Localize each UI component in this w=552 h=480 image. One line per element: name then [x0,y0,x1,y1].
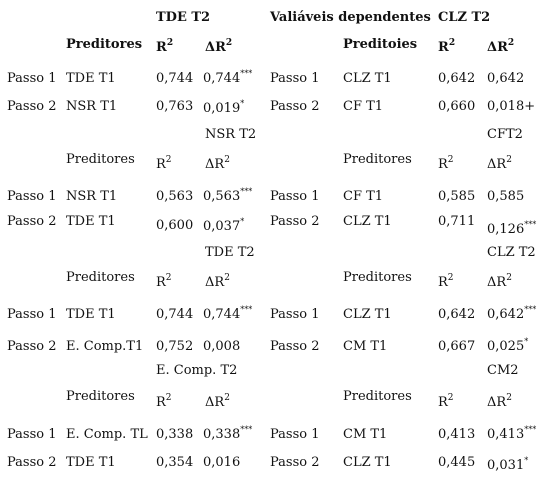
predictors-label-left: Preditores [66,389,135,404]
dependent-label-right: CLZ T2 [487,245,536,260]
dependent-label-right: CFT2 [487,127,523,142]
header-title-mid: Valiáveis dependentes [270,10,431,25]
delta-r2-left: 0,563*** [203,186,253,204]
delta-r2-left: 0,016 [203,455,241,470]
predictor-right: CM T1 [343,427,388,442]
r2-label-left: R2 [156,392,172,410]
delta-r2-right: 0,642 [487,71,525,86]
step-left: Passo 2 [7,99,57,114]
r2-right: 0,445 [438,455,476,470]
r2-left: 0,354 [156,455,194,470]
predictor-left: TDE T1 [66,71,116,86]
r2-right: 0,642 [438,307,476,322]
r2-left: 0,744 [156,71,194,86]
dependent-label-right: CM2 [487,363,519,378]
predictors-label-left: Preditores [66,270,135,285]
header-predictors-right: Preditoies [343,37,418,52]
dependent-label-left: NSR T2 [205,127,257,142]
r2-label-left: R2 [156,154,172,172]
predictor-left: TDE T1 [66,455,116,470]
r2-left: 0,752 [156,339,194,354]
delta-r2-label-left: ΔR2 [205,272,230,290]
predictor-right: CLZ T1 [343,455,392,470]
header-delta-r2-left: ΔR2 [205,37,233,55]
r2-right: 0,660 [438,99,476,114]
delta-r2-left: 0,019* [203,98,245,116]
step-right: Passo 2 [270,99,320,114]
predictor-left: E. Comp.T1 [66,339,144,354]
predictor-right: CLZ T1 [343,214,392,229]
predictors-label-left: Preditores [66,152,135,167]
dependent-label-left: TDE T2 [205,245,255,260]
delta-r2-label-right: ΔR2 [487,272,512,290]
delta-r2-right: 0,018+ [487,99,536,114]
delta-r2-right: 0,031* [487,455,529,473]
header-title-right: CLZ T2 [438,10,491,25]
predictors-label-right: Preditores [343,389,412,404]
header-delta-r2-right: ΔR2 [487,37,515,55]
r2-label-left: R2 [156,272,172,290]
predictors-label-right: Preditores [343,270,412,285]
step-right: Passo 2 [270,455,320,470]
predictor-left: NSR T1 [66,189,118,204]
header-r2-left: R2 [156,37,174,55]
delta-r2-right: 0,413*** [487,424,537,442]
step-left: Passo 1 [7,71,57,86]
delta-r2-left: 0,338*** [203,424,253,442]
r2-right: 0,413 [438,427,476,442]
step-left: Passo 1 [7,427,57,442]
step-right: Passo 1 [270,427,320,442]
predictor-left: NSR T1 [66,99,118,114]
delta-r2-left: 0,008 [203,339,241,354]
step-left: Passo 2 [7,455,57,470]
step-right: Passo 2 [270,339,320,354]
step-right: Passo 1 [270,71,320,86]
delta-r2-label-right: ΔR2 [487,392,512,410]
r2-left: 0,763 [156,99,194,114]
header-title-left: TDE T2 [156,10,211,25]
predictor-left: TDE T1 [66,307,116,322]
header-predictors-left: Preditores [66,37,143,52]
predictor-right: CF T1 [343,99,384,114]
r2-label-right: R2 [438,154,454,172]
step-right: Passo 1 [270,307,320,322]
r2-left: 0,600 [156,218,194,233]
r2-label-right: R2 [438,272,454,290]
predictor-right: CF T1 [343,189,384,204]
delta-r2-right: 0,585 [487,189,525,204]
delta-r2-right: 0,642*** [487,304,537,322]
delta-r2-right: 0,126*** [487,219,537,237]
r2-right: 0,667 [438,339,476,354]
delta-r2-left: 0,744*** [203,68,253,86]
step-right: Passo 1 [270,189,320,204]
predictors-label-right: Preditores [343,152,412,167]
delta-r2-right: 0,025* [487,336,529,354]
predictor-left: E. Comp. TL [66,427,148,442]
r2-left: 0,744 [156,307,194,322]
delta-r2-label-left: ΔR2 [205,392,230,410]
step-right: Passo 2 [270,214,320,229]
predictor-right: CLZ T1 [343,71,392,86]
delta-r2-left: 0,037* [203,216,245,234]
predictor-left: TDE T1 [66,214,116,229]
r2-right: 0,642 [438,71,476,86]
predictor-right: CLZ T1 [343,307,392,322]
step-left: Passo 1 [7,189,57,204]
r2-left: 0,563 [156,189,194,204]
step-left: Passo 1 [7,307,57,322]
header-r2-right: R2 [438,37,456,55]
step-left: Passo 2 [7,339,57,354]
r2-label-right: R2 [438,392,454,410]
delta-r2-label-left: ΔR2 [205,154,230,172]
r2-left: 0,338 [156,427,194,442]
dependent-label-left: E. Comp. T2 [156,363,238,378]
predictor-right: CM T1 [343,339,388,354]
r2-right: 0,711 [438,214,476,229]
step-left: Passo 2 [7,214,57,229]
delta-r2-left: 0,744*** [203,304,253,322]
delta-r2-label-right: ΔR2 [487,154,512,172]
r2-right: 0,585 [438,189,476,204]
